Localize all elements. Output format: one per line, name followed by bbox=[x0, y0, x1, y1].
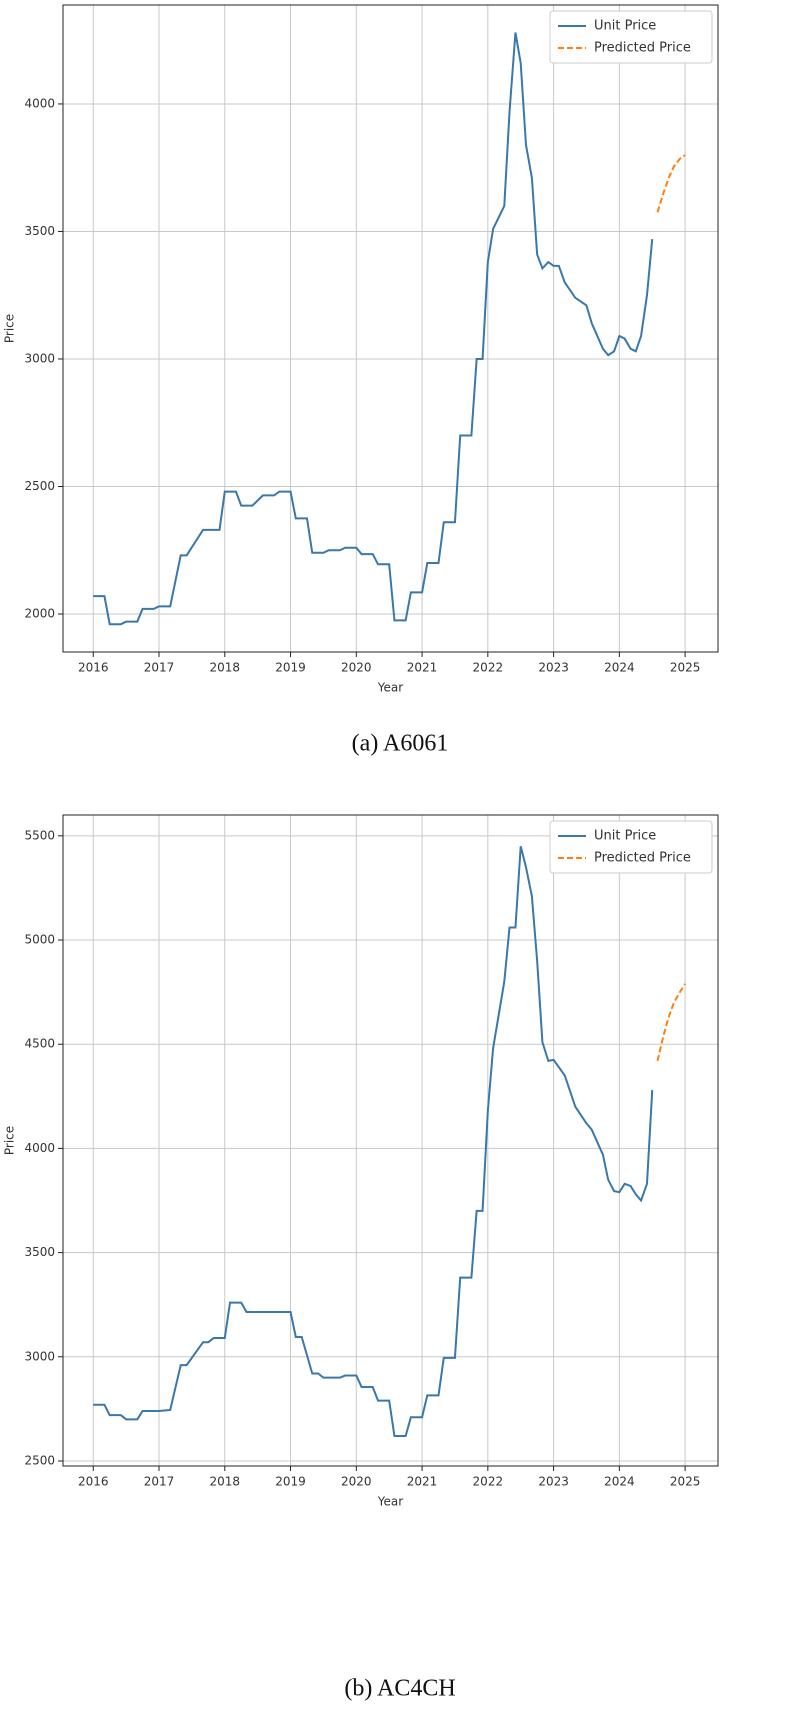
plot-frame bbox=[62, 4, 719, 653]
y-axis-label: Price bbox=[3, 1126, 17, 1155]
legend-box bbox=[549, 10, 713, 64]
plot-frame bbox=[62, 814, 719, 1467]
x-tick-label: 2019 bbox=[275, 1475, 306, 1489]
y-tick-label: 4500 bbox=[24, 1037, 55, 1051]
caption: (b) AC4CH bbox=[344, 1676, 455, 1702]
x-tick-label: 2016 bbox=[78, 1475, 109, 1489]
x-tick-label: 2020 bbox=[341, 661, 372, 675]
caption: (a) A6061 bbox=[352, 731, 449, 757]
x-tick-label: 2025 bbox=[670, 1475, 701, 1489]
y-tick-label: 5500 bbox=[24, 828, 55, 842]
legend-label: Unit Price bbox=[594, 19, 656, 34]
x-tick-label: 2024 bbox=[604, 661, 635, 675]
y-axis-label: Price bbox=[3, 314, 17, 343]
legend-label: Predicted Price bbox=[594, 41, 691, 56]
y-tick-label: 5000 bbox=[24, 933, 55, 947]
x-tick-label: 2019 bbox=[275, 661, 306, 675]
x-tick-label: 2021 bbox=[407, 1475, 438, 1489]
y-tick-label: 4000 bbox=[24, 96, 55, 110]
x-tick-label: 2022 bbox=[473, 661, 504, 675]
data-line bbox=[656, 154, 686, 213]
x-tick-label: 2020 bbox=[341, 1475, 372, 1489]
legend-label: Predicted Price bbox=[594, 851, 691, 866]
y-tick-label: 3000 bbox=[24, 351, 55, 365]
x-tick-label: 2017 bbox=[144, 1475, 175, 1489]
y-tick-label: 3500 bbox=[24, 224, 55, 238]
x-tick-label: 2022 bbox=[473, 1475, 504, 1489]
y-tick-label: 2000 bbox=[24, 607, 55, 621]
x-tick-label: 2023 bbox=[538, 661, 569, 675]
x-axis-label: Year bbox=[377, 1495, 403, 1509]
y-tick-label: 3500 bbox=[24, 1245, 55, 1259]
x-tick-label: 2024 bbox=[604, 1475, 635, 1489]
x-tick-label: 2023 bbox=[538, 1475, 569, 1489]
data-line bbox=[93, 846, 654, 1437]
data-line bbox=[93, 32, 654, 626]
x-tick-label: 2018 bbox=[210, 1475, 241, 1489]
x-tick-label: 2017 bbox=[144, 661, 175, 675]
legend-label: Unit Price bbox=[594, 829, 656, 844]
data-line bbox=[656, 983, 686, 1062]
y-tick-label: 2500 bbox=[24, 1453, 55, 1467]
x-tick-label: 2016 bbox=[78, 661, 109, 675]
x-tick-label: 2018 bbox=[210, 661, 241, 675]
legend-box bbox=[549, 820, 713, 874]
x-axis-label: Year bbox=[377, 681, 403, 695]
y-tick-label: 2500 bbox=[24, 479, 55, 493]
y-tick-label: 3000 bbox=[24, 1349, 55, 1363]
x-tick-label: 2021 bbox=[407, 661, 438, 675]
y-tick-label: 4000 bbox=[24, 1141, 55, 1155]
x-tick-label: 2025 bbox=[670, 661, 701, 675]
